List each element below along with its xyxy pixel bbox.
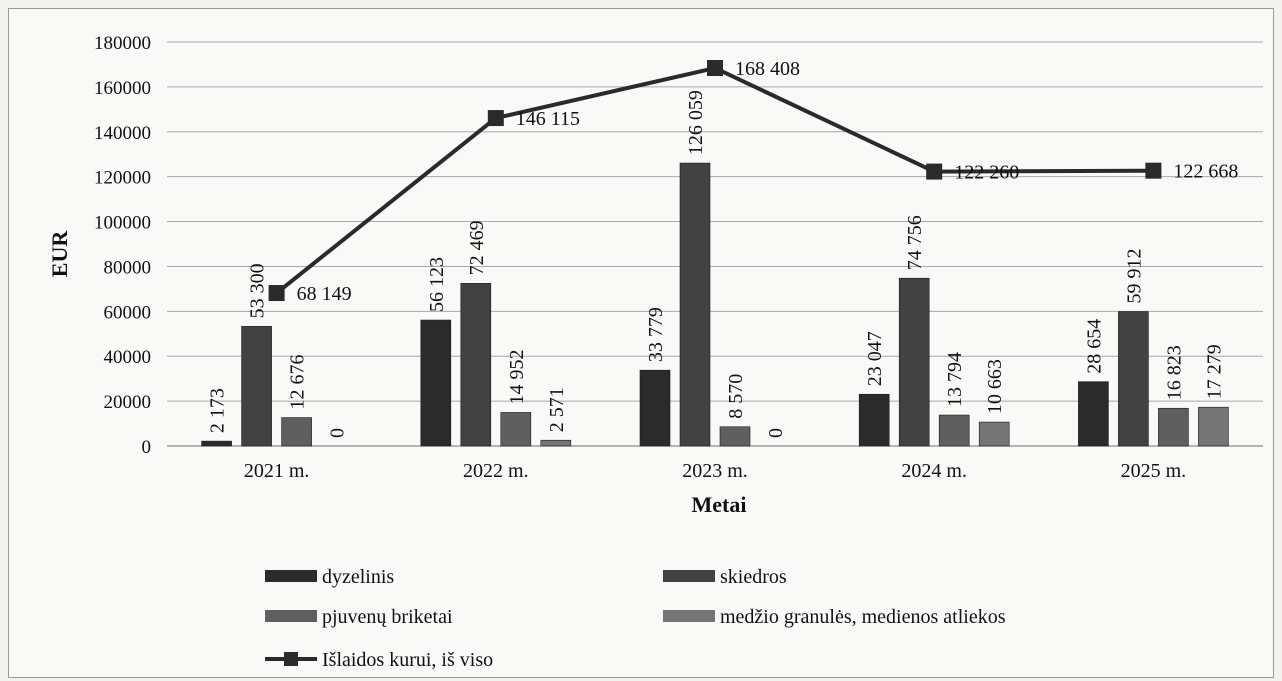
legend-swatch (265, 570, 317, 582)
bar-2 (938, 414, 970, 447)
legend: dyzelinis skiedros pjuvenų briketai medžio … (265, 566, 1006, 671)
bar-data-label: 74 756 (904, 215, 926, 270)
bar-0 (420, 319, 452, 447)
bar-data-label: 12 676 (287, 355, 309, 410)
gridlines (167, 41, 1263, 402)
bar-data-label: 8 570 (725, 374, 747, 419)
line-data-label: 122 260 (954, 162, 1019, 184)
bar-data-label: 16 823 (1163, 345, 1185, 400)
legend-swatch (663, 610, 715, 622)
x-axis-categories: 2021 m. 2022 m. 2023 m. 2024 m. 2025 m. (244, 460, 1186, 482)
bar-1 (1118, 311, 1149, 447)
bar-data-label: 53 300 (247, 263, 269, 318)
line-marker (707, 60, 723, 77)
bar-1 (898, 277, 930, 447)
bar-0 (1078, 381, 1109, 447)
line-marker (926, 163, 943, 180)
y-tick-label: 100000 (94, 213, 151, 234)
y-tick-label: 140000 (94, 123, 151, 144)
bar-2 (500, 412, 532, 447)
bar-3 (978, 421, 1010, 447)
bar-1 (241, 326, 272, 447)
bar-0 (201, 440, 232, 447)
bar-data-label: 13 794 (944, 352, 966, 407)
bar-2 (1158, 407, 1189, 447)
bar-data-label: 2 571 (546, 387, 568, 432)
y-tick-label: 20000 (104, 392, 152, 413)
legend-label: medžio granulės, medienos atliekos (720, 606, 1006, 628)
bars (201, 162, 1229, 447)
chart-svg: 0 20000 40000 60000 80000 100000 120000 140000 1… (47, 33, 1263, 671)
bar-3 (540, 439, 572, 447)
bar-data-label: 0 (327, 428, 349, 438)
bar-data-label: 28 654 (1083, 319, 1105, 374)
x-category-label: 2022 m. (463, 460, 529, 482)
x-axis-title: Metai (692, 492, 747, 517)
x-category-label: 2023 m. (682, 460, 748, 482)
bar-data-label: 126 059 (685, 90, 707, 155)
y-tick-label: 80000 (104, 257, 152, 278)
total-line-series: 68 149 146 115 168 408 122 260 122 668 (268, 58, 1238, 305)
bar-2 (281, 417, 312, 447)
legend-label: Išlaidos kurui, iš viso (322, 649, 493, 671)
y-tick-label: 0 (142, 437, 152, 458)
bar-1 (460, 283, 492, 447)
line-marker (268, 285, 285, 302)
legend-marker (284, 652, 298, 666)
y-tick-label: 60000 (104, 302, 152, 323)
bar-data-label: 14 952 (506, 349, 528, 404)
bar-data-label: 33 779 (645, 307, 667, 362)
bar-data-label: 23 047 (864, 331, 886, 386)
line-data-label: 68 149 (297, 283, 352, 305)
bar-data-label: 56 123 (426, 257, 448, 312)
bar-0 (858, 393, 890, 447)
bar-data-label: 0 (765, 428, 787, 438)
bar-data-label: 59 912 (1123, 249, 1145, 304)
bar-data-label: 72 469 (466, 220, 488, 275)
y-tick-label: 160000 (94, 78, 151, 99)
line-data-label: 168 408 (735, 58, 800, 80)
bar-1 (679, 162, 711, 447)
line-marker (487, 110, 504, 127)
x-category-label: 2021 m. (244, 460, 310, 482)
bar-data-label: 10 663 (984, 359, 1006, 414)
y-tick-label: 40000 (104, 347, 152, 368)
line-marker (1145, 162, 1162, 179)
x-category-label: 2024 m. (901, 460, 967, 482)
line-data-label: 122 668 (1173, 161, 1238, 183)
y-tick-label: 120000 (94, 168, 151, 189)
legend-swatch (265, 610, 317, 622)
bar-data-labels: 2 173 56 123 33 779 23 047 28 654 53 300 72 46… (207, 90, 1226, 438)
y-axis-title: EUR (47, 230, 72, 278)
bar-data-label: 17 279 (1203, 344, 1225, 399)
legend-label: skiedros (720, 566, 787, 588)
bar-0 (639, 369, 671, 447)
bar-3 (1198, 406, 1229, 447)
total-line (275, 66, 1154, 295)
chart-frame: 0 20000 40000 60000 80000 100000 120000 140000 1… (8, 8, 1274, 678)
x-category-label: 2025 m. (1121, 460, 1187, 482)
legend-label: dyzelinis (322, 566, 394, 588)
legend-swatch (663, 570, 715, 582)
line-data-label: 146 115 (516, 108, 580, 130)
bar-2 (719, 426, 751, 447)
y-tick-label: 180000 (94, 33, 151, 54)
legend-label: pjuvenų briketai (322, 606, 453, 628)
bar-data-label: 2 173 (207, 388, 229, 433)
y-axis-ticks: 0 20000 40000 60000 80000 100000 120000 140000 1… (94, 33, 151, 458)
